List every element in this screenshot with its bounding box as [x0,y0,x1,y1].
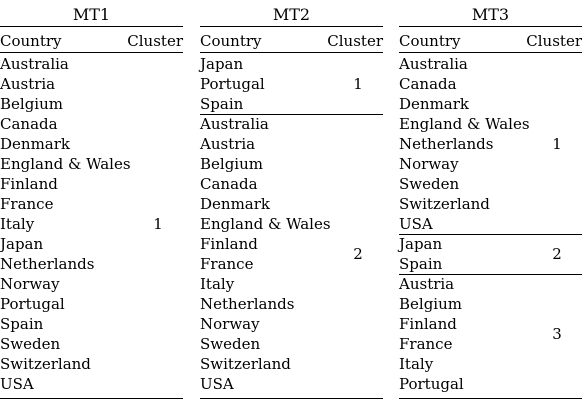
country-cell: Canada [200,175,258,193]
cluster-header: Cluster [526,32,582,50]
country-cell: Finland [399,315,457,333]
country-cell: Norway [200,315,260,333]
country-cell: USA [200,375,234,393]
country-cell: Switzerland [200,355,291,373]
group-separator [399,234,582,235]
rows: Australia Canada Denmark England & Wales Net… [399,54,582,394]
country-cell: Belgium [0,95,63,113]
country-cell: Japan [399,235,443,253]
country-cell: Netherlands [399,135,494,153]
country-cell: Canada [0,115,58,133]
country-cell: Sweden [399,175,460,193]
country-cell: Denmark [200,195,270,213]
cluster-header: Cluster [327,32,383,50]
country-cell: Switzerland [399,195,490,213]
country-cell: Portugal [0,295,65,313]
header-rule [0,52,183,53]
group-separator [399,274,582,275]
rows: Australia Austria Belgium Canada Denmark Engl… [0,54,183,394]
country-cell: Austria [399,275,455,293]
country-cell: Australia [0,55,69,73]
country-cell: Denmark [399,95,469,113]
cluster-cell: 1 [153,215,163,233]
country-cell: Italy [0,215,35,233]
country-cell: Canada [399,75,457,93]
country-cell: Belgium [200,155,263,173]
country-cell: Australia [200,115,269,133]
country-cell: Spain [399,255,443,273]
panel-title: MT3 [471,5,510,24]
country-cell: England & Wales [0,155,131,173]
country-cell: France [200,255,254,273]
country-cell: Netherlands [200,295,295,313]
country-cell: Sweden [0,335,61,353]
country-cell: Spain [0,315,44,333]
country-cell: England & Wales [200,215,331,233]
cluster-cell: 1 [552,135,562,153]
country-cell: England & Wales [399,115,530,133]
country-cell: Norway [399,155,459,173]
cluster-cell: 3 [552,325,562,343]
country-cell: Finland [0,175,58,193]
country-cell: Australia [399,55,468,73]
country-cell: Italy [399,355,434,373]
country-cell: Portugal [200,75,265,93]
cluster-cell: 2 [552,245,562,263]
country-cell: France [0,195,54,213]
country-cell: Austria [0,75,56,93]
country-header: Country [399,32,461,50]
top-rule [200,26,383,27]
country-cell: USA [0,375,34,393]
country-cell: Denmark [0,135,70,153]
country-cell: Finland [200,235,258,253]
cluster-cell: 1 [353,75,363,93]
country-cell: Italy [200,275,235,293]
bottom-rule [200,398,383,399]
top-rule [399,26,582,27]
country-cell: Portugal [399,375,464,393]
country-cell: USA [399,215,433,233]
country-cell: Japan [0,235,44,253]
country-cell: Austria [200,135,256,153]
panel-title: MT1 [72,5,111,24]
country-cell: Switzerland [0,355,91,373]
country-cell: Netherlands [0,255,95,273]
country-cell: Belgium [399,295,462,313]
country-cell: France [399,335,453,353]
country-cell: Japan [200,55,244,73]
country-cell: Sweden [200,335,261,353]
country-header: Country [0,32,62,50]
panel-title: MT2 [272,5,311,24]
header-rule [200,52,383,53]
bottom-rule [0,398,183,399]
country-cell: Spain [200,95,244,113]
country-cell: Norway [0,275,60,293]
bottom-rule [399,398,582,399]
cluster-cell: 2 [353,245,363,263]
top-rule [0,26,183,27]
country-header: Country [200,32,262,50]
header-rule [399,52,582,53]
cluster-header: Cluster [127,32,183,50]
group-separator [200,114,383,115]
rows: Japan Portugal Spain 1 Australia Austria Belgi… [200,54,383,394]
